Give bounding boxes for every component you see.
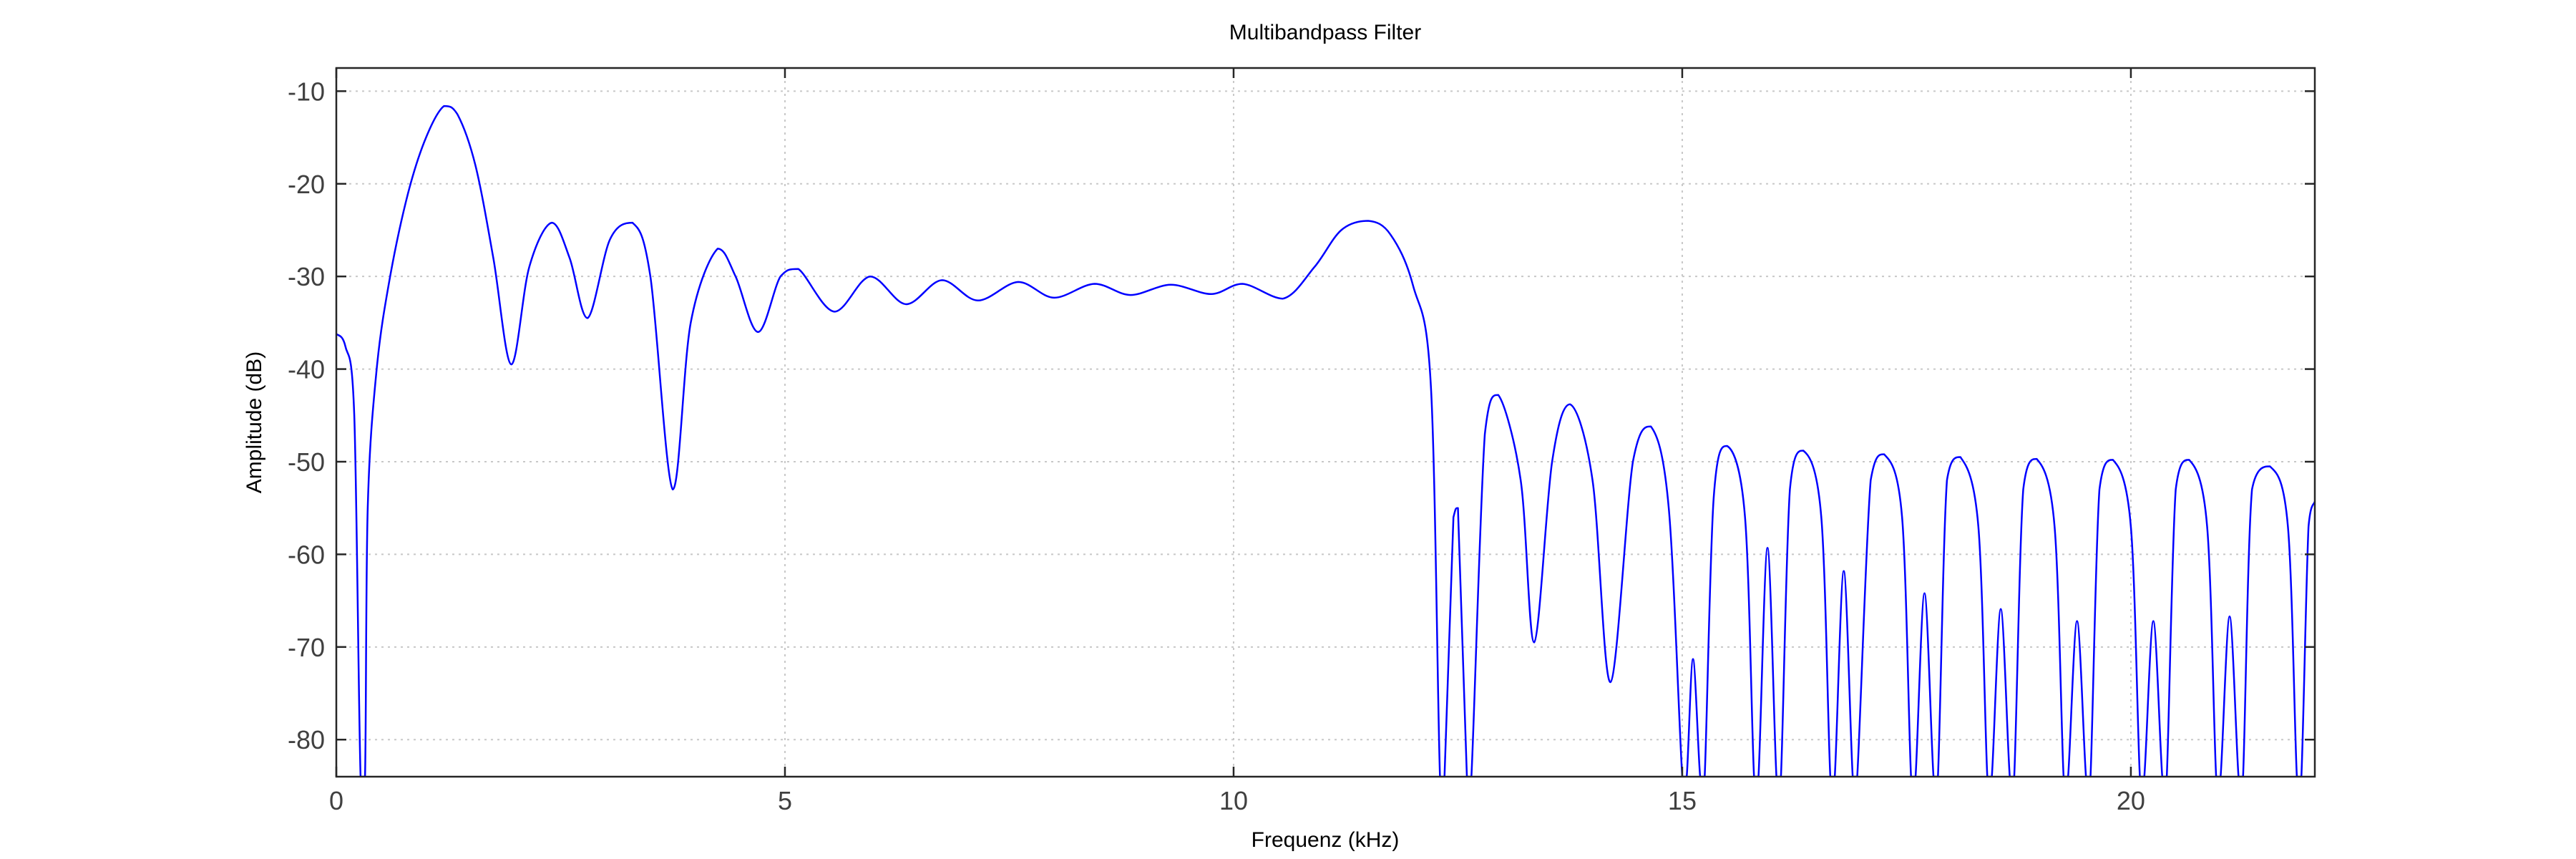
- y-axis-label: Amplitude (dB): [243, 351, 266, 493]
- y-tick-label: -70: [288, 633, 325, 662]
- y-tick-label: -80: [288, 725, 325, 754]
- y-tick-label: -10: [288, 77, 325, 106]
- y-tick-label: -50: [288, 447, 325, 477]
- frequency-response-line: [336, 105, 2315, 777]
- axis-ticks: 0 5 10 15 20 -80 -70 -60 -50 -40 -30 -20 -10: [288, 68, 2315, 815]
- y-tick-label: -60: [288, 540, 325, 569]
- x-tick-label: 5: [778, 786, 792, 815]
- plot-frame: [335, 67, 2316, 778]
- chart-title: Multibandpass Filter: [1229, 21, 1421, 44]
- y-tick-label: -40: [288, 355, 325, 384]
- y-tick-label: -20: [288, 170, 325, 199]
- x-axis-label: Frequenz (kHz): [1252, 828, 1400, 852]
- x-tick-label: 20: [2117, 786, 2145, 815]
- grid: [336, 68, 2315, 777]
- x-tick-label: 15: [1668, 786, 1697, 815]
- y-tick-label: -30: [288, 262, 325, 291]
- x-tick-label: 0: [329, 786, 343, 815]
- series-layer: [336, 105, 2315, 777]
- plot-area: [336, 68, 2315, 777]
- x-tick-label: 10: [1219, 786, 1248, 815]
